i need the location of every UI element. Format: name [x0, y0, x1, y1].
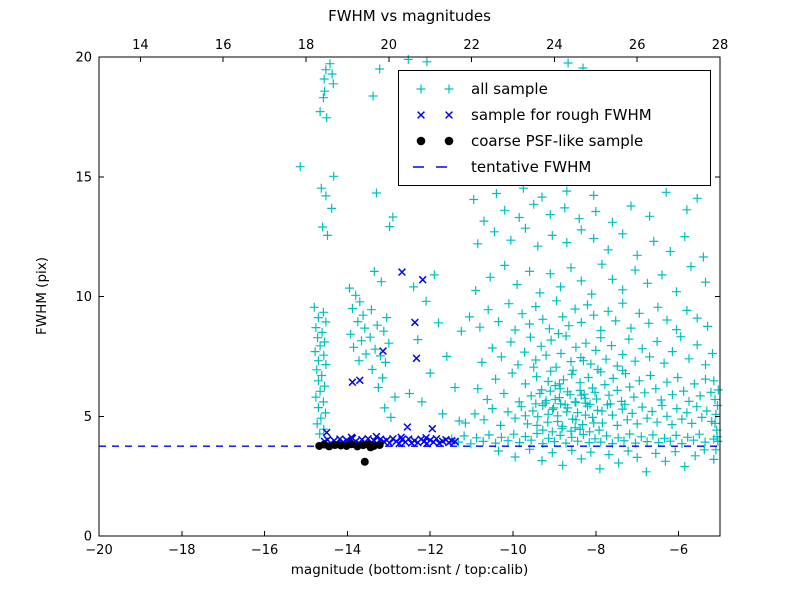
- legend-marker-x-icon: [417, 111, 453, 119]
- legend: all sample sample for rough FWHM coarse PS…: [398, 70, 711, 186]
- x-top-tick-label: 28: [712, 38, 729, 53]
- series-all-sample: [295, 54, 723, 477]
- legend-item-label: sample for rough FWHM: [471, 105, 652, 124]
- x-top-tick-label: 20: [381, 38, 398, 53]
- y-tick-label: 5: [84, 410, 92, 425]
- legend-item-x: sample for rough FWHM: [409, 107, 700, 123]
- legend-marker-dot-icon: [416, 136, 454, 146]
- y-tick-label: 20: [75, 51, 92, 66]
- series-sample-for-rough-fwhm: [320, 268, 459, 449]
- legend-item-label: tentative FWHM: [471, 157, 592, 176]
- y-axis-label: FWHM (pix): [34, 256, 50, 336]
- x-top-tick-label: 14: [132, 38, 149, 53]
- chart-title: FWHM vs magnitudes: [328, 7, 491, 25]
- x-bottom-tick-label: −6: [669, 543, 688, 558]
- legend-item-label: all sample: [471, 79, 548, 98]
- x-top-tick-label: 24: [546, 38, 563, 53]
- x-bottom-tick-label: −18: [168, 543, 195, 558]
- x-bottom-tick-label: −20: [85, 543, 112, 558]
- x-axis-label: magnitude (bottom:isnt / top:calib): [290, 562, 529, 578]
- x-bottom-tick-label: −14: [334, 543, 361, 558]
- legend-item-dot: coarse PSF-like sample: [409, 133, 700, 149]
- y-tick-label: 10: [75, 290, 92, 305]
- series-coarse-psf-like-sample: [315, 440, 384, 466]
- y-tick-label: 15: [75, 170, 92, 185]
- legend-item-plus: all sample: [409, 81, 700, 97]
- legend-item-dash: tentative FWHM: [409, 159, 700, 175]
- x-bottom-tick-label: −16: [251, 543, 278, 558]
- legend-item-label: coarse PSF-like sample: [471, 131, 644, 150]
- legend-marker-plus-icon: [416, 84, 454, 94]
- x-top-tick-label: 26: [629, 38, 646, 53]
- legend-marker-dash-icon: [413, 166, 457, 168]
- x-top-tick-label: 18: [298, 38, 315, 53]
- x-top-tick-label: 22: [463, 38, 480, 53]
- y-tick-label: 0: [84, 530, 92, 545]
- x-bottom-tick-label: −8: [586, 543, 605, 558]
- x-bottom-tick-label: −12: [416, 543, 443, 558]
- x-bottom-tick-label: −10: [499, 543, 526, 558]
- x-top-tick-label: 16: [215, 38, 232, 53]
